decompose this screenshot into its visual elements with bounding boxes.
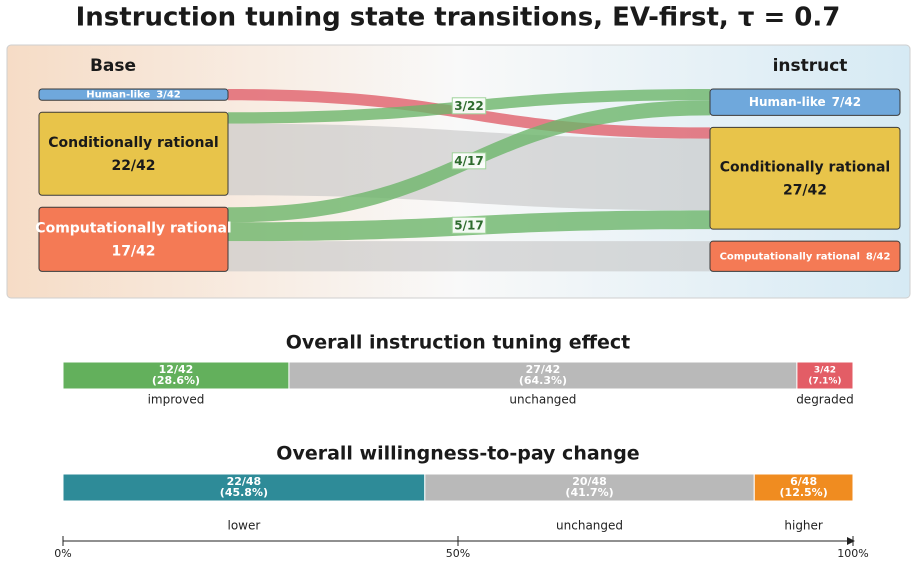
flow-label-box bbox=[451, 97, 487, 115]
segment-percent: (28.6%) bbox=[152, 374, 200, 387]
state-node bbox=[709, 240, 901, 272]
x-axis-arrow bbox=[847, 537, 855, 545]
segment-count: 20/48 bbox=[572, 475, 607, 488]
flow-label-box bbox=[451, 152, 487, 170]
category-label: degraded bbox=[796, 393, 854, 407]
node-name: Computationally rational bbox=[35, 220, 231, 236]
bar-title: Overall willingness-to-pay change bbox=[276, 443, 639, 465]
flow-label-group: 5/17 bbox=[451, 216, 487, 234]
segment-count: 6/48 bbox=[790, 475, 817, 488]
sankey-right-title: instruct bbox=[773, 56, 848, 76]
segment-count: 22/48 bbox=[227, 475, 262, 488]
node-count: 17/42 bbox=[111, 243, 155, 259]
node-count: 8/42 bbox=[866, 251, 891, 262]
flow-label: 4/17 bbox=[454, 154, 483, 168]
state-node bbox=[38, 88, 229, 101]
x-tick-label: 100% bbox=[837, 547, 868, 560]
flow-band bbox=[228, 241, 710, 272]
state-node bbox=[38, 206, 229, 272]
segment-percent: (41.7%) bbox=[565, 486, 613, 499]
flow-label-group: 4/17 bbox=[451, 152, 487, 170]
node-label: Computationally rational 8/42 bbox=[720, 251, 891, 262]
category-label: higher bbox=[784, 519, 823, 533]
sankey-left-title: Base bbox=[90, 56, 136, 76]
node-label: Human-like 3/42 bbox=[86, 90, 181, 101]
category-label: unchanged bbox=[509, 393, 576, 407]
category-label: lower bbox=[228, 519, 261, 533]
node-name: Conditionally rational bbox=[720, 159, 890, 175]
node-label: Human-like 7/42 bbox=[749, 95, 861, 109]
segment-count: 3/42 bbox=[814, 366, 836, 376]
state-node bbox=[709, 126, 901, 230]
node-count: 27/42 bbox=[783, 182, 827, 198]
segment-count: 12/42 bbox=[159, 363, 194, 376]
bar-title: Overall instruction tuning effect bbox=[286, 332, 631, 354]
flow-label: 5/17 bbox=[454, 218, 483, 232]
bar-segment bbox=[796, 361, 854, 390]
node-name: Conditionally rational bbox=[48, 135, 218, 151]
node-count: 22/42 bbox=[111, 158, 155, 174]
bar-segment bbox=[288, 361, 798, 390]
bar-segment bbox=[424, 473, 755, 502]
state-node bbox=[38, 111, 229, 196]
state-node bbox=[709, 88, 901, 116]
node-name: Computationally rational bbox=[720, 251, 860, 262]
segment-percent: (64.3%) bbox=[519, 374, 567, 387]
x-tick-label: 50% bbox=[446, 547, 470, 560]
bar-segment bbox=[753, 473, 854, 502]
figure-title: Instruction tuning state transitions, EV… bbox=[76, 3, 841, 33]
flow-label: 3/22 bbox=[454, 99, 483, 113]
segment-percent: (45.8%) bbox=[220, 486, 268, 499]
category-label: unchanged bbox=[556, 519, 623, 533]
node-count: 3/42 bbox=[156, 90, 181, 101]
node-name: Human-like bbox=[749, 95, 826, 109]
segment-count: 27/42 bbox=[526, 363, 561, 376]
node-count: 7/42 bbox=[832, 95, 861, 109]
flow-label-box bbox=[451, 216, 487, 234]
category-label: improved bbox=[148, 393, 205, 407]
flow-label-group: 3/22 bbox=[451, 97, 487, 115]
node-name: Human-like bbox=[86, 90, 150, 101]
x-tick-label: 0% bbox=[54, 547, 71, 560]
bar-segment bbox=[62, 473, 426, 502]
segment-percent: (12.5%) bbox=[780, 486, 828, 499]
segment-percent: (7.1%) bbox=[808, 377, 841, 387]
